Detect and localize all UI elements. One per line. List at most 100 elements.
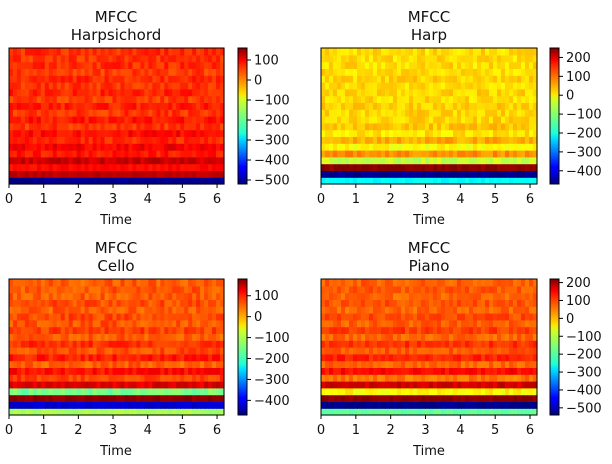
heatmap-cell [525, 319, 530, 328]
heatmap-cell [413, 177, 418, 185]
heatmap-cell [445, 340, 450, 348]
heatmap-cell [325, 129, 330, 137]
heatmap-cell [104, 129, 110, 137]
heatmap-cell [485, 381, 490, 389]
heatmap-cell [489, 109, 494, 117]
heatmap-cell [321, 116, 326, 124]
heatmap-cell [525, 75, 530, 83]
heatmap-cell [353, 136, 358, 144]
heatmap-cell [148, 401, 153, 409]
heatmap-cell [321, 353, 326, 362]
heatmap-cell [160, 129, 165, 137]
heatmap-cell [337, 156, 342, 165]
heatmap-cell [433, 129, 438, 137]
heatmap-cell [80, 102, 86, 110]
heatmap-cell [337, 387, 342, 396]
heatmap-cell [144, 340, 149, 348]
heatmap-cell [373, 408, 378, 416]
heatmap-cell [36, 156, 42, 165]
heatmap-cell [180, 306, 185, 314]
heatmap-cell [521, 109, 526, 117]
heatmap-cell [377, 394, 382, 402]
heatmap-cell [136, 347, 141, 355]
heatmap-cell [361, 102, 366, 110]
heatmap-cell [108, 68, 114, 76]
heatmap-cell [160, 381, 165, 389]
chart-title-line-1: MFCC [95, 8, 138, 26]
heatmap-cell [517, 292, 522, 300]
heatmap-cell [517, 150, 522, 158]
heatmap-cell [184, 333, 189, 341]
heatmap-cell [501, 401, 506, 409]
heatmap-cell [144, 367, 149, 375]
heatmap-cell [128, 387, 134, 396]
heatmap-cell [341, 156, 346, 165]
heatmap-cell [385, 401, 390, 409]
heatmap-cell [529, 381, 534, 389]
heatmap-cell [405, 163, 410, 171]
heatmap-cell [140, 408, 145, 416]
heatmap-cell [521, 95, 526, 103]
heatmap-cell [184, 394, 189, 402]
heatmap-cell [20, 163, 26, 171]
heatmap-cell [124, 279, 130, 287]
heatmap-cell [337, 279, 342, 287]
heatmap-cell [44, 122, 50, 131]
heatmap-cell [517, 156, 522, 165]
heatmap-cell [9, 68, 14, 76]
heatmap-cell [152, 347, 157, 355]
heatmap-cell [485, 156, 490, 165]
heatmap-cell [389, 109, 394, 117]
heatmap-cell [385, 136, 390, 144]
heatmap-cell [60, 68, 66, 76]
heatmap-cell [409, 116, 414, 124]
heatmap-cell [32, 353, 38, 362]
heatmap-cell [168, 285, 173, 294]
heatmap-cell [465, 156, 470, 165]
heatmap-cell [212, 319, 217, 328]
heatmap-cell [357, 82, 362, 90]
heatmap-cell [489, 374, 494, 382]
heatmap-cell [68, 401, 74, 409]
heatmap-cell [64, 82, 70, 90]
heatmap-cell [361, 129, 366, 137]
heatmap-cell [152, 374, 157, 382]
heatmap-cell [473, 285, 478, 294]
heatmap-cell [200, 82, 205, 90]
heatmap-cell [168, 333, 173, 341]
heatmap-cell [397, 279, 402, 287]
heatmap-cell [525, 347, 530, 355]
heatmap-cell [60, 360, 66, 368]
heatmap-cell [421, 150, 426, 158]
heatmap-cell [80, 313, 86, 321]
heatmap-cell [349, 170, 354, 178]
heatmap-cell [180, 367, 185, 375]
heatmap-cell [501, 61, 506, 69]
heatmap-cell [212, 61, 217, 69]
heatmap-cell [100, 170, 106, 178]
heatmap-cell [112, 163, 118, 171]
heatmap-cell [132, 143, 138, 151]
heatmap-cell [413, 408, 418, 416]
heatmap-cell [449, 401, 454, 409]
heatmap-cell [477, 150, 482, 158]
heatmap-cell [449, 75, 454, 83]
heatmap-cell [12, 367, 18, 375]
heatmap-cell [485, 360, 490, 368]
heatmap-cell [461, 299, 466, 307]
heatmap-cell [409, 285, 414, 294]
heatmap-cell [44, 150, 50, 158]
heatmap-cell [96, 136, 102, 144]
heatmap-cell [132, 285, 138, 294]
heatmap-cell [517, 116, 522, 124]
heatmap-cell [353, 82, 358, 90]
heatmap-cell [421, 61, 426, 69]
heatmap-cell [176, 54, 181, 63]
heatmap-cell [96, 306, 102, 314]
heatmap-cell [525, 163, 530, 171]
heatmap-cell [381, 374, 386, 382]
heatmap-cell [36, 387, 42, 396]
heatmap-cell [401, 150, 406, 158]
heatmap-cell [192, 285, 197, 294]
heatmap-cell [20, 401, 26, 409]
